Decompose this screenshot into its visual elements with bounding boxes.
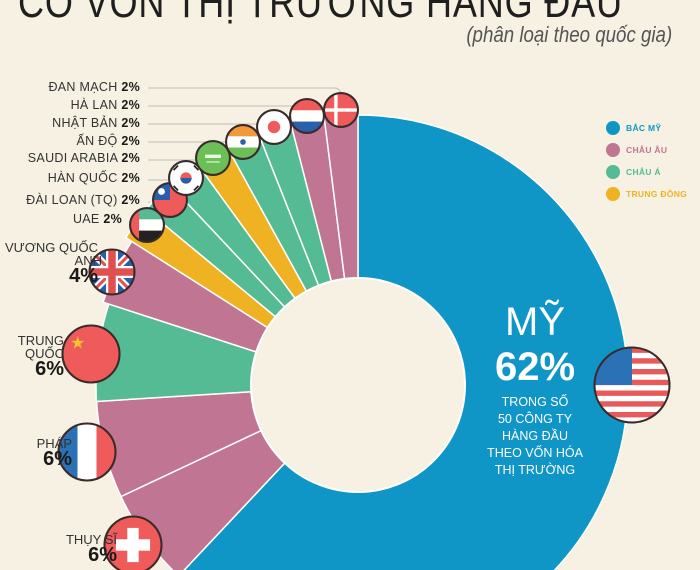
usa-flag-icon xyxy=(593,346,671,424)
legend-swatch xyxy=(606,165,620,179)
label-france: PHÁP 6% xyxy=(36,436,72,470)
label-uae: UAE 2% xyxy=(72,212,122,226)
switzerland-flag-icon xyxy=(103,515,163,570)
south-korea-flag-icon xyxy=(168,160,204,196)
label-netherlands: HÀ LAN 2% xyxy=(70,98,140,112)
svg-text:★: ★ xyxy=(70,333,85,352)
label-china: TRUNG QUỐC 6% xyxy=(17,333,64,380)
usa-name: MỸ xyxy=(505,300,565,344)
india-flag-icon xyxy=(225,124,261,160)
legend-item-middle-east: TRUNG ĐÔNG xyxy=(606,183,687,205)
france-flag-icon xyxy=(57,422,117,482)
legend-swatch xyxy=(606,187,620,201)
legend-swatch xyxy=(606,143,620,157)
saudi-arabia-flag-icon xyxy=(195,140,231,176)
label-taiwan: ĐÀI LOAN (TQ) 2% xyxy=(26,193,140,207)
legend-swatch xyxy=(606,121,620,135)
uk-flag-icon xyxy=(88,248,136,296)
label-south-korea: HÀN QUỐC 2% xyxy=(47,171,140,185)
chart-segments xyxy=(95,109,629,570)
usa-description: TRONG SỐ 50 CÔNG TY HÀNG ĐẦU THEO VỐN HÓ… xyxy=(487,395,583,477)
donut-hole xyxy=(250,277,466,493)
label-saudi-arabia: SAUDI ARABIA 2% xyxy=(27,151,140,165)
denmark-flag-icon xyxy=(323,92,359,128)
label-uk: VƯƠNG QUỐC ANH 4% xyxy=(4,240,102,287)
legend-item-north-america: BẮC MỸ xyxy=(606,117,687,139)
chart-legend: BẮC MỸ CHÂU ÂU CHÂU Á TRUNG ĐÔNG xyxy=(606,117,687,205)
label-switzerland: THỤY SĨ 6% xyxy=(65,532,117,566)
legend-item-europe: CHÂU ÂU xyxy=(606,139,687,161)
legend-item-asia: CHÂU Á xyxy=(606,161,687,183)
label-denmark: ĐAN MẠCH 2% xyxy=(48,80,140,94)
china-flag-icon: ★ xyxy=(61,324,121,384)
usa-callout: MỸ 62% TRONG SỐ 50 CÔNG TY HÀNG ĐẦU THEO… xyxy=(460,300,610,479)
japan-flag-icon xyxy=(256,109,292,145)
label-japan: NHẬT BẢN 2% xyxy=(52,116,140,130)
page-subtitle: (phân loại theo quốc gia) xyxy=(466,22,672,47)
label-india: ẤN ĐỘ 2% xyxy=(76,134,140,148)
usa-percent: 62% xyxy=(494,345,576,389)
netherlands-flag-icon xyxy=(289,98,325,134)
page-title: CÓ VỐN THỊ TRƯỜNG HÀNG ĐẦU xyxy=(18,0,623,27)
uae-flag-icon xyxy=(129,207,165,243)
